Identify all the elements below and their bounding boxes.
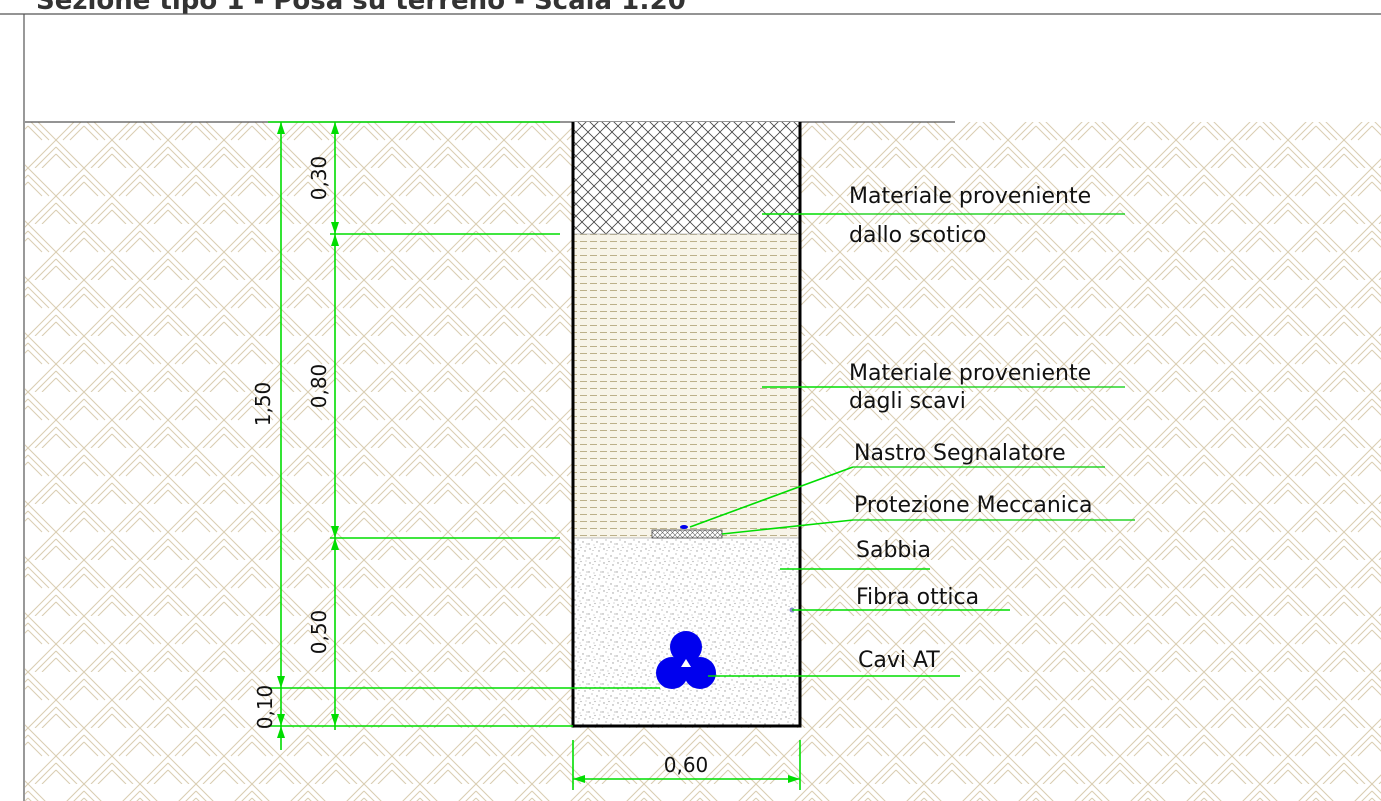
dim-bottom: 0,10 bbox=[253, 685, 277, 730]
label-fibra: Fibra ottica bbox=[856, 585, 979, 610]
label-scotico-line2: dallo scotico bbox=[849, 223, 986, 248]
dim-scavi: 0,80 bbox=[307, 364, 331, 409]
scavi-layer bbox=[573, 234, 800, 538]
cable-group bbox=[656, 631, 716, 689]
dimension-arrows bbox=[277, 122, 800, 783]
dim-sabbia: 0,50 bbox=[307, 610, 331, 655]
trench-outline bbox=[571, 122, 802, 728]
label-scotico-line1: Materiale proveniente bbox=[849, 184, 1091, 209]
label-scavi-line1: Materiale proveniente bbox=[849, 361, 1091, 386]
drawing-frame bbox=[0, 13, 1381, 801]
cable-right bbox=[684, 657, 716, 689]
mechanical-protection bbox=[651, 529, 723, 539]
dim-total-depth: 1,50 bbox=[251, 382, 275, 427]
dim-scotico: 0,30 bbox=[307, 156, 331, 201]
cable-top bbox=[670, 631, 702, 663]
warning-tape bbox=[680, 525, 688, 529]
label-sabbia: Sabbia bbox=[856, 538, 931, 563]
scotico-layer bbox=[573, 122, 800, 234]
label-cavi: Cavi AT bbox=[858, 648, 940, 673]
cable-left bbox=[656, 657, 688, 689]
drawing-title: Sezione tipo 1 - Posa su terreno - Scala… bbox=[36, 0, 686, 16]
label-protezione: Protezione Meccanica bbox=[854, 493, 1092, 518]
leader-lines bbox=[689, 213, 1135, 677]
dim-width: 0,60 bbox=[664, 753, 709, 777]
label-nastro: Nastro Segnalatore bbox=[854, 441, 1066, 466]
label-scavi-line2: dagli scavi bbox=[849, 389, 966, 414]
